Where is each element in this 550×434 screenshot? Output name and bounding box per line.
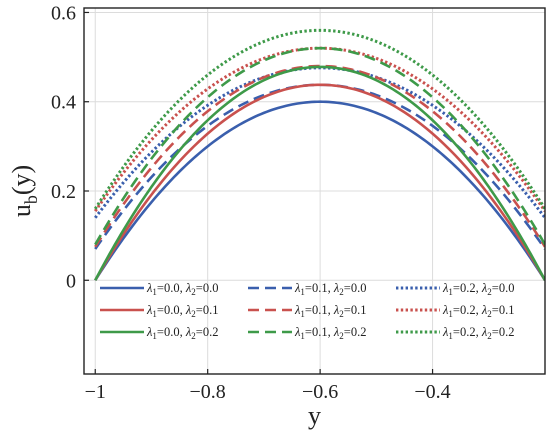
y-axis-title-sub: b <box>21 195 41 204</box>
y-axis-title: ub(y) <box>7 165 41 217</box>
legend-label: λ1=0.0, λ2=0.1 <box>146 303 218 319</box>
legend-label: λ1=0.2, λ2=0.0 <box>442 281 514 297</box>
series-lines <box>93 28 545 281</box>
y-tick-label: 0.4 <box>51 92 76 114</box>
legend-label: λ1=0.0, λ2=0.2 <box>146 325 218 341</box>
series-line <box>94 100 545 281</box>
series-line <box>93 28 545 210</box>
axis-ticks: −1 −0.8 −0.6 −0.4 0 0.2 0.4 0.6 <box>51 2 451 403</box>
legend-label: λ1=0.0, λ2=0.0 <box>146 281 218 297</box>
legend-label: λ1=0.1, λ2=0.1 <box>294 303 366 319</box>
x-tick-label: −0.4 <box>414 381 450 403</box>
series-line <box>94 64 545 248</box>
series-line <box>94 65 545 281</box>
series-line <box>94 46 545 246</box>
x-tick-label: −0.8 <box>190 381 226 403</box>
y-tick-label: 0.6 <box>51 2 76 24</box>
y-tick-label: 0 <box>66 270 76 292</box>
y-axis-title-main: u <box>7 204 36 217</box>
legend: λ1=0.0, λ2=0.0 λ1=0.1, λ2=0.0 λ1=0.2, λ2=0… <box>100 281 514 341</box>
legend-label: λ1=0.1, λ2=0.0 <box>294 281 366 297</box>
y-axis-title-arg: (y) <box>7 165 36 195</box>
legend-label: λ1=0.2, λ2=0.2 <box>442 325 514 341</box>
series-line <box>94 83 545 281</box>
legend-label: λ1=0.1, λ2=0.2 <box>294 325 366 341</box>
x-axis-title: y <box>308 401 321 430</box>
x-tick-label: −0.6 <box>302 381 338 403</box>
y-tick-label: 0.2 <box>51 181 76 203</box>
legend-label: λ1=0.2, λ2=0.1 <box>442 303 514 319</box>
x-tick-label: −1 <box>85 381 106 403</box>
